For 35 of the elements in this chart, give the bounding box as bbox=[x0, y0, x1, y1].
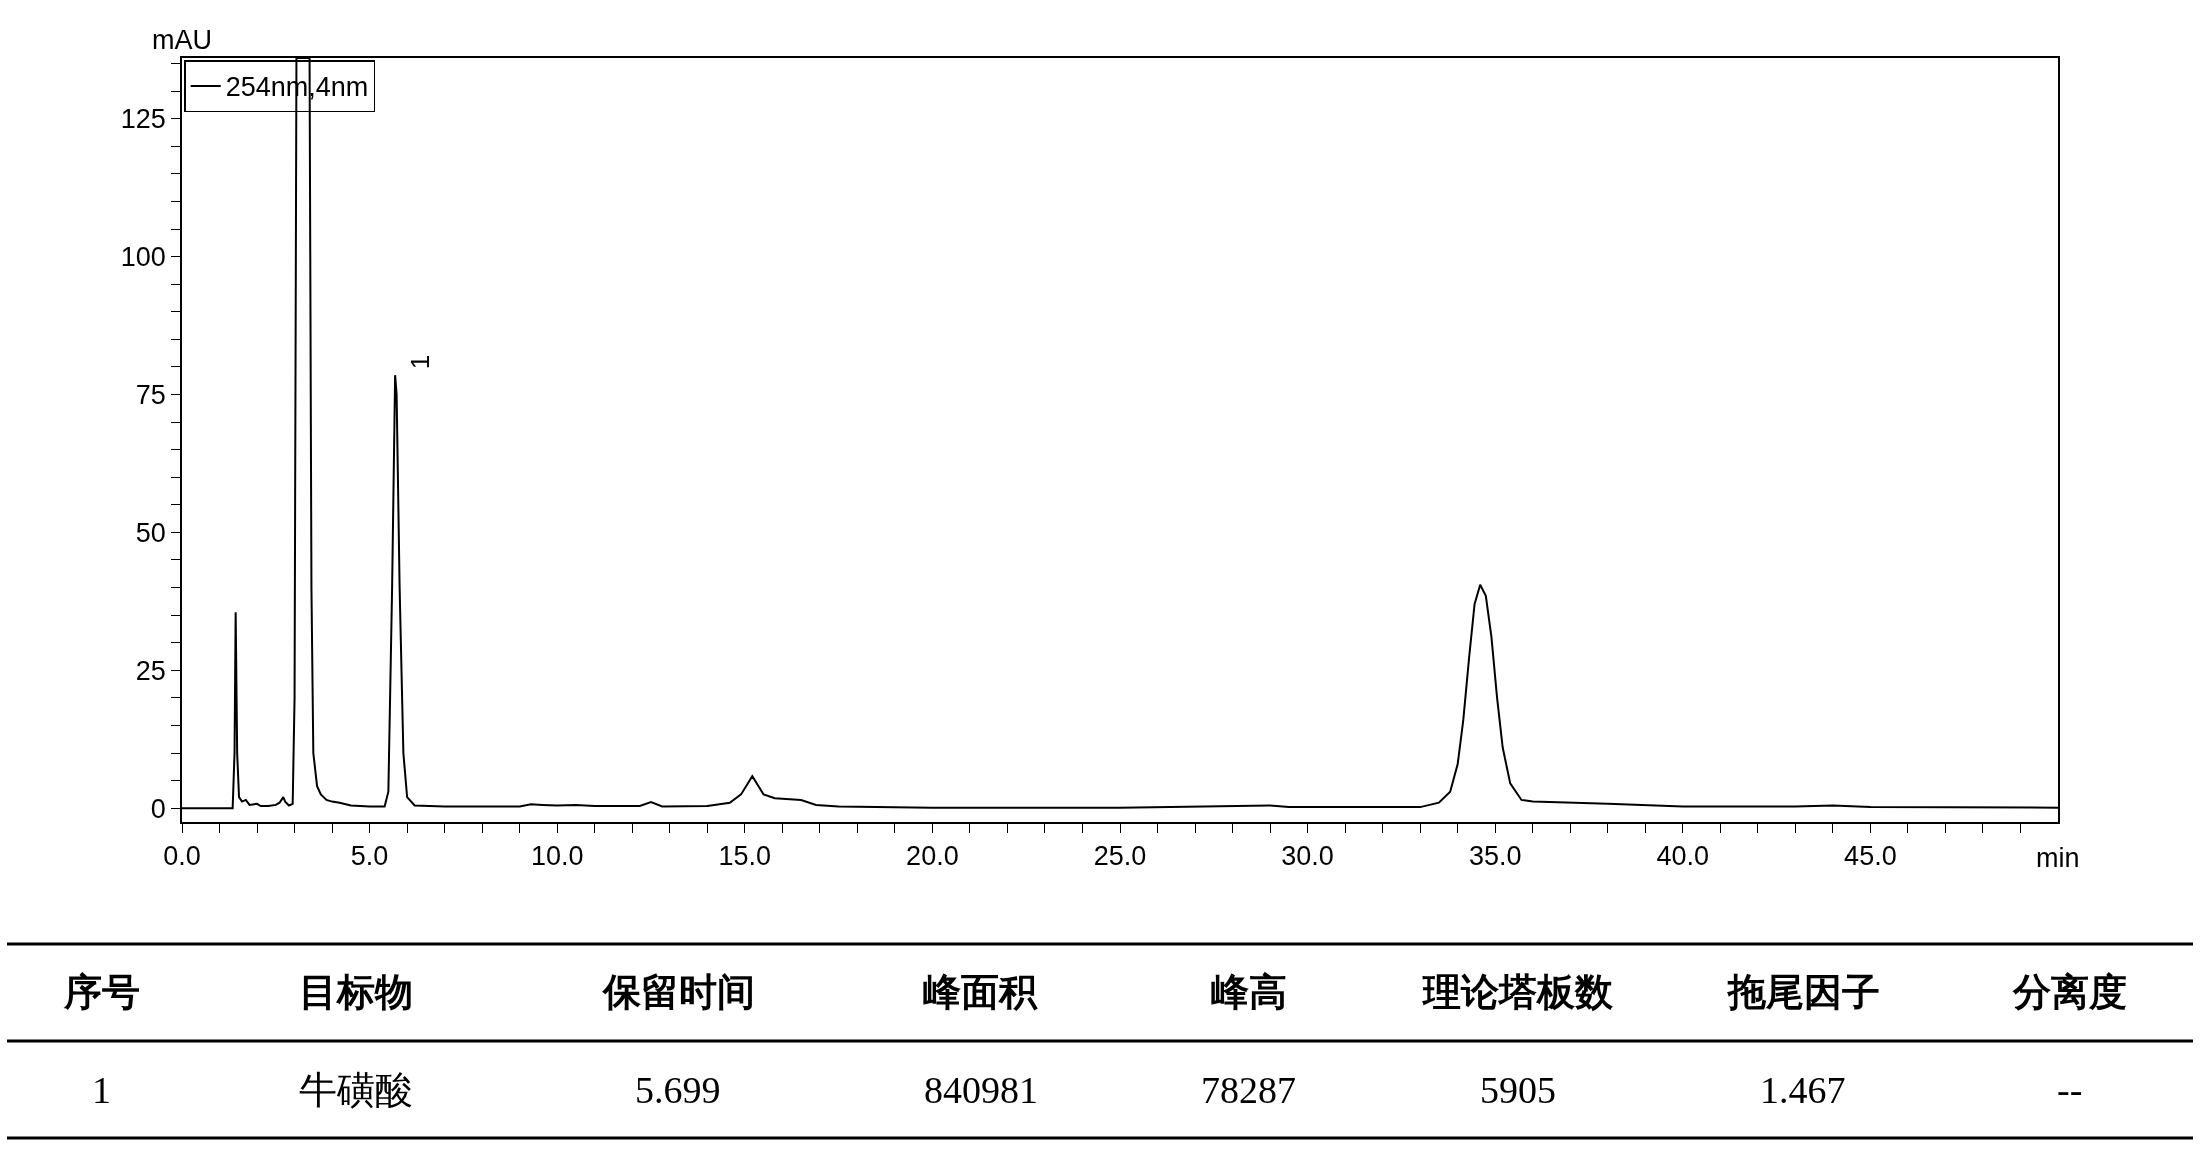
y-axis-title: mAU bbox=[152, 25, 212, 55]
text: 1.467 bbox=[1760, 1069, 1846, 1111]
text: 目标物 bbox=[299, 971, 413, 1013]
text: 序号 bbox=[63, 971, 140, 1013]
text: 5.699 bbox=[635, 1069, 721, 1111]
y-tick-label: 100 bbox=[120, 242, 166, 273]
y-tick-label: 125 bbox=[120, 104, 166, 135]
x-tick-label: 45.0 bbox=[1844, 841, 1897, 872]
x-axis-title: min bbox=[2036, 843, 2080, 873]
text: 保留时间 bbox=[601, 971, 755, 1013]
y-tick-label: 0 bbox=[150, 793, 166, 824]
y-tick-label: 75 bbox=[135, 379, 166, 410]
x-tick-label: 20.0 bbox=[906, 841, 959, 872]
x-tick-label: 5.0 bbox=[350, 841, 389, 872]
text: 1 bbox=[92, 1069, 111, 1111]
x-tick-label: 0.0 bbox=[163, 841, 201, 872]
x-tick-label: 35.0 bbox=[1468, 841, 1522, 872]
x-tick-label: 30.0 bbox=[1281, 841, 1334, 872]
text: 分离度 bbox=[2012, 971, 2127, 1013]
text: 拖尾因子 bbox=[1726, 971, 1880, 1013]
text: 理论塔板数 bbox=[1422, 971, 1614, 1013]
y-tick-label: 25 bbox=[135, 655, 166, 686]
text: 牛磺酸 bbox=[299, 1069, 413, 1111]
x-tick-label: 25.0 bbox=[1093, 841, 1147, 872]
text: 840981 bbox=[924, 1069, 1038, 1111]
x-tick-label: 15.0 bbox=[718, 841, 772, 872]
text: 78287 bbox=[1201, 1069, 1296, 1111]
annotation: 1 bbox=[404, 354, 435, 370]
text: 5905 bbox=[1480, 1069, 1556, 1111]
x-tick-label: 40.0 bbox=[1656, 841, 1710, 872]
y-tick-label: 50 bbox=[135, 517, 166, 548]
text: 峰面积 bbox=[923, 971, 1038, 1013]
text: 峰高 bbox=[1211, 971, 1287, 1013]
x-tick-label: 10.0 bbox=[530, 841, 584, 872]
text: -- bbox=[2057, 1069, 2083, 1111]
